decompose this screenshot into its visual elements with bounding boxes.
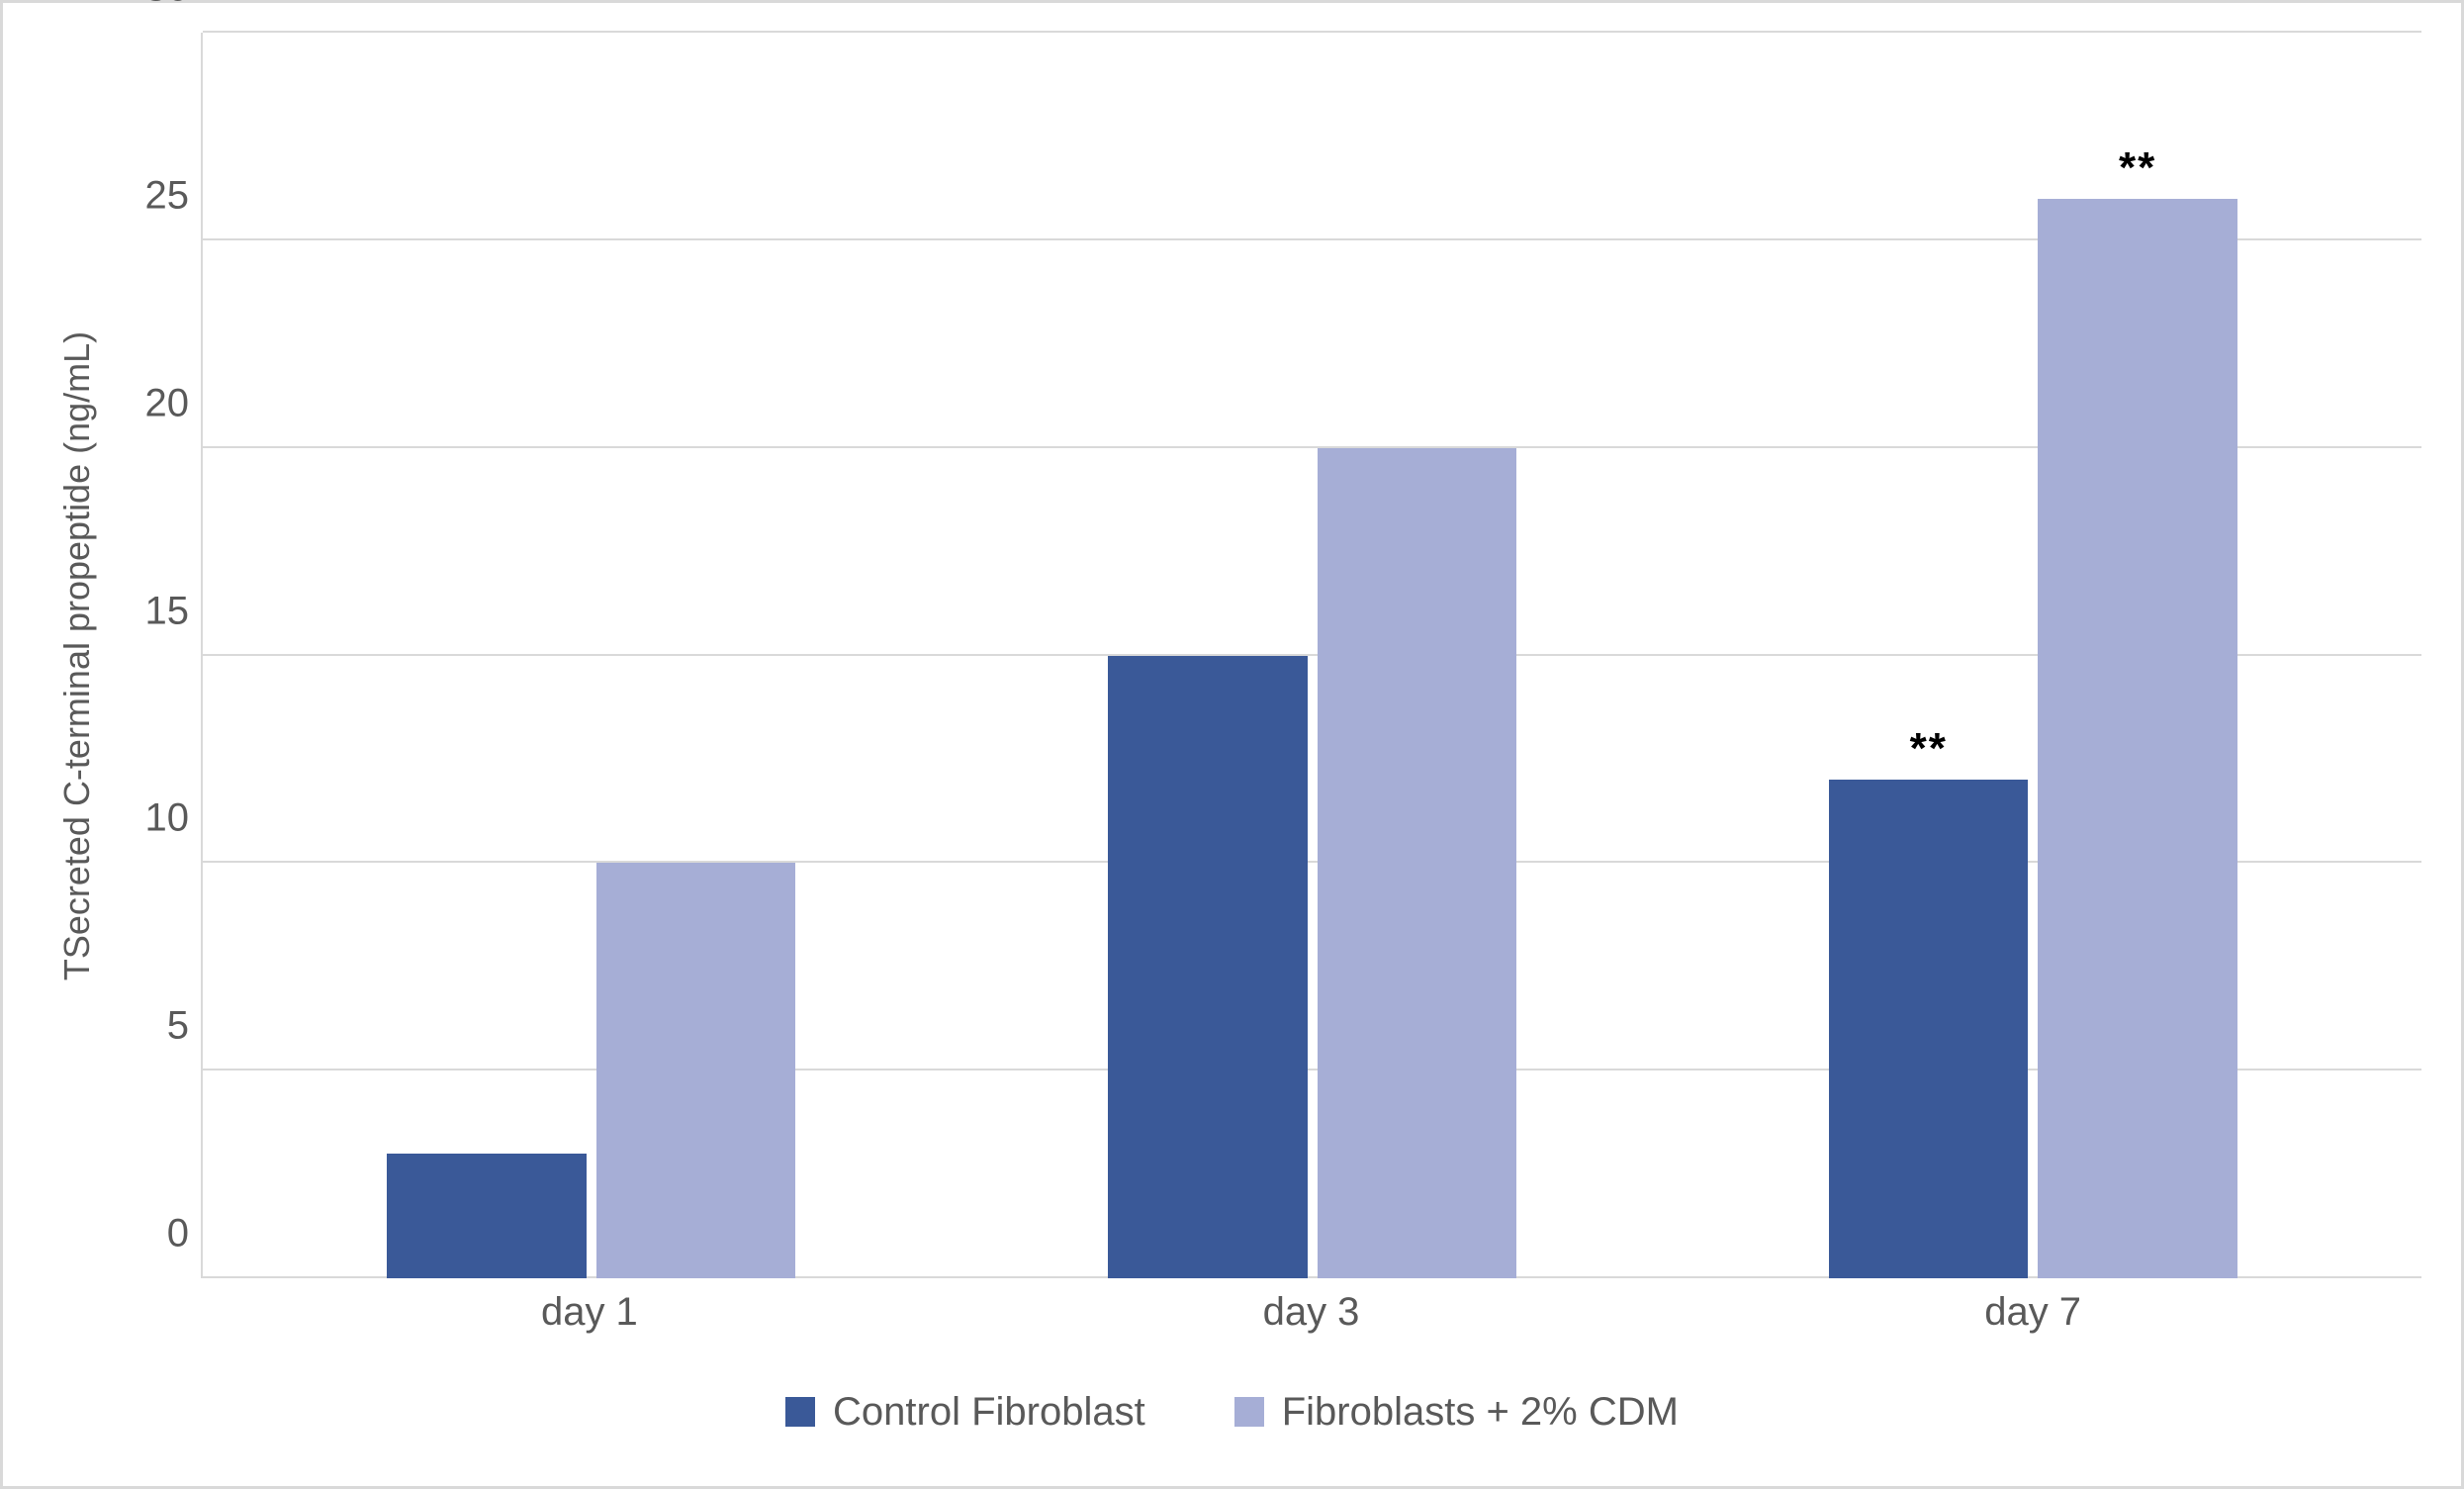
- plot-area: ****: [201, 33, 2421, 1278]
- legend-label: Control Fibroblast: [833, 1390, 1145, 1435]
- bar: [387, 1154, 586, 1278]
- bar: [1108, 656, 1307, 1279]
- y-tick-label: 15: [145, 589, 190, 633]
- x-axis-row: day 1 day 3 day 7: [43, 1278, 2421, 1357]
- legend-item: Control Fibroblast: [785, 1390, 1145, 1435]
- x-axis-labels: day 1 day 3 day 7: [201, 1278, 2421, 1357]
- x-tick-label: day 1: [541, 1290, 638, 1335]
- y-axis-title: TSecreted C-terminal propeptide (ng/mL): [56, 330, 98, 979]
- y-tick-label: 0: [167, 1212, 189, 1256]
- legend-swatch: [785, 1397, 815, 1427]
- bar: [1318, 448, 1516, 1278]
- y-tick-label: 20: [145, 381, 190, 425]
- y-axis-ticks: 051015202530: [112, 33, 201, 1278]
- bar: **: [2038, 199, 2236, 1278]
- y-axis-title-container: TSecreted C-terminal propeptide (ng/mL): [43, 33, 112, 1278]
- bar-group: [387, 33, 795, 1278]
- y-tick-label: 10: [145, 796, 190, 841]
- legend-swatch: [1234, 1397, 1264, 1427]
- bar-annotation: **: [2119, 143, 2156, 193]
- chart-body: TSecreted C-terminal propeptide (ng/mL) …: [43, 33, 2421, 1278]
- bar: **: [1829, 780, 2028, 1278]
- y-tick-label: 5: [167, 1004, 189, 1049]
- x-axis-spacer: [43, 1278, 201, 1357]
- x-tick-label: day 3: [1263, 1290, 1360, 1335]
- y-tick-label: 25: [145, 173, 190, 218]
- legend-label: Fibroblasts + 2% CDM: [1282, 1390, 1679, 1435]
- bar: [596, 863, 795, 1278]
- x-tick-label: day 7: [1984, 1290, 2081, 1335]
- bar-group: [1108, 33, 1516, 1278]
- bar-group: ****: [1829, 33, 2237, 1278]
- legend-item: Fibroblasts + 2% CDM: [1234, 1390, 1679, 1435]
- bar-annotation: **: [1910, 724, 1948, 774]
- chart-frame: TSecreted C-terminal propeptide (ng/mL) …: [0, 0, 2464, 1489]
- y-tick-label: 30: [145, 0, 190, 11]
- legend: Control Fibroblast Fibroblasts + 2% CDM: [43, 1357, 2421, 1466]
